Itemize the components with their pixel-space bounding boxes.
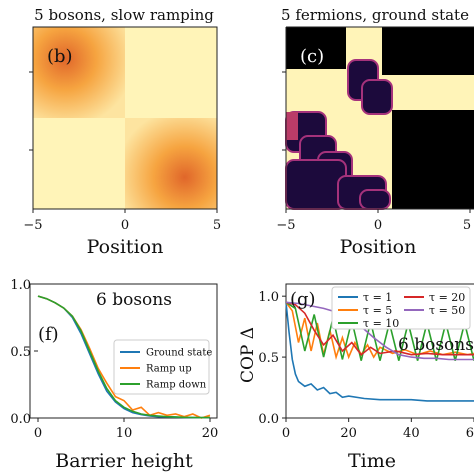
- series-line: [37, 295, 210, 419]
- legend-entry: τ = 1: [363, 291, 392, 304]
- panel-c-y-ticks: [282, 71, 286, 151]
- series-line: [285, 302, 474, 402]
- panel-f-annotation: 6 bosons: [96, 290, 172, 310]
- panel-b-xtick-label: 0: [121, 218, 129, 233]
- panel-f-ticks: 0 10 20 0.0 0.5 1.0: [10, 278, 218, 441]
- panel-b-xlabel: Position: [87, 236, 164, 258]
- y-tick-label: 0.5: [10, 345, 31, 360]
- series-line: [285, 301, 474, 356]
- x-tick-label: 60: [466, 426, 474, 441]
- panel-c-xtick-label: 5: [463, 218, 471, 233]
- heatmap-c-band: [359, 189, 391, 210]
- panel-b: 5 bosons, slow ramping (b) −5 0 5 Positi…: [23, 6, 221, 258]
- panel-c: 5 fermions, ground state (c) −5 0 5 Posi…: [276, 6, 474, 258]
- heatmap-c-block: [392, 110, 474, 209]
- panel-g-legend: τ = 1τ = 5τ = 10 τ = 20τ = 50: [331, 286, 471, 330]
- heatmap-b-block-tl: [33, 27, 125, 118]
- heatmap-b-block-off2: [125, 27, 217, 118]
- panel-f: 0 10 20 0.0 0.5 1.0 6 bosons (f) Ground state…: [10, 278, 218, 472]
- y-tick-label: 0.5: [258, 351, 279, 366]
- heatmap-c-block: [382, 27, 474, 75]
- x-tick-label: 40: [403, 426, 420, 441]
- x-tick-label: 0: [282, 426, 290, 441]
- panel-c-title: 5 fermions, ground state: [281, 6, 469, 24]
- panel-b-title: 5 bosons, slow ramping: [34, 6, 214, 24]
- heatmap-c-band: [361, 79, 393, 115]
- panel-b-xtick-label: 5: [213, 218, 221, 233]
- panel-c-xtick-label: 0: [374, 218, 382, 233]
- panel-b-y-ticks: [29, 71, 33, 151]
- panel-g-label: (g): [290, 289, 316, 310]
- heatmap-b-block-top-right: [125, 118, 217, 209]
- panel-g-ticks: 0 20 40 60 0.0 0.5 1.0: [258, 290, 474, 441]
- heatmap-b-block-off1: [33, 118, 125, 209]
- legend-entry: Ramp up: [146, 364, 192, 375]
- panel-c-label-bg: [296, 38, 332, 68]
- y-tick-label: 1.0: [258, 290, 279, 305]
- panel-c-x-ticks: −5 0 5: [276, 209, 471, 233]
- legend-entry: τ = 50: [429, 304, 465, 317]
- x-tick-label: 0: [34, 426, 42, 441]
- legend-entry: τ = 5: [363, 304, 392, 317]
- legend-entry: τ = 10: [363, 317, 399, 330]
- x-tick-label: 20: [202, 426, 219, 441]
- panel-g-ylabel: COP Δ: [238, 327, 258, 383]
- panel-g-series: [285, 301, 474, 402]
- series-line: [285, 301, 474, 361]
- panel-f-legend: Ground state Ramp up Ramp down: [113, 339, 212, 395]
- x-tick-label: 10: [116, 426, 133, 441]
- y-tick-label: 0.0: [10, 412, 31, 427]
- panel-g: 02040600.00.51.0 6 bosons (g) τ = 1τ = 5…: [238, 283, 474, 472]
- panel-c-xtick-label: −5: [276, 218, 295, 233]
- panel-g-annotation: 6 bosons: [398, 335, 474, 355]
- panel-b-x-ticks: −5 0 5: [23, 209, 221, 233]
- panel-g-xlabel: Time: [348, 450, 396, 472]
- panel-f-label: (f): [38, 324, 59, 345]
- legend-entry: τ = 20: [429, 291, 465, 304]
- panel-b-label: (b): [47, 46, 73, 67]
- panel-f-xlabel: Barrier height: [55, 450, 193, 472]
- y-tick-label: 0.0: [258, 412, 279, 427]
- panel-b-xtick-label: −5: [23, 218, 42, 233]
- panel-g-frame: [285, 283, 474, 419]
- x-tick-label: 20: [340, 426, 357, 441]
- panel-f-series: [37, 295, 211, 419]
- heatmap-c-band: [286, 112, 298, 140]
- series-line: [285, 301, 474, 361]
- panel-c-xlabel: Position: [340, 236, 417, 258]
- legend-entry: Ramp down: [146, 380, 207, 391]
- panel-c-label: (c): [300, 46, 324, 67]
- y-tick-label: 1.0: [10, 278, 31, 293]
- legend-entry: Ground state: [146, 348, 212, 359]
